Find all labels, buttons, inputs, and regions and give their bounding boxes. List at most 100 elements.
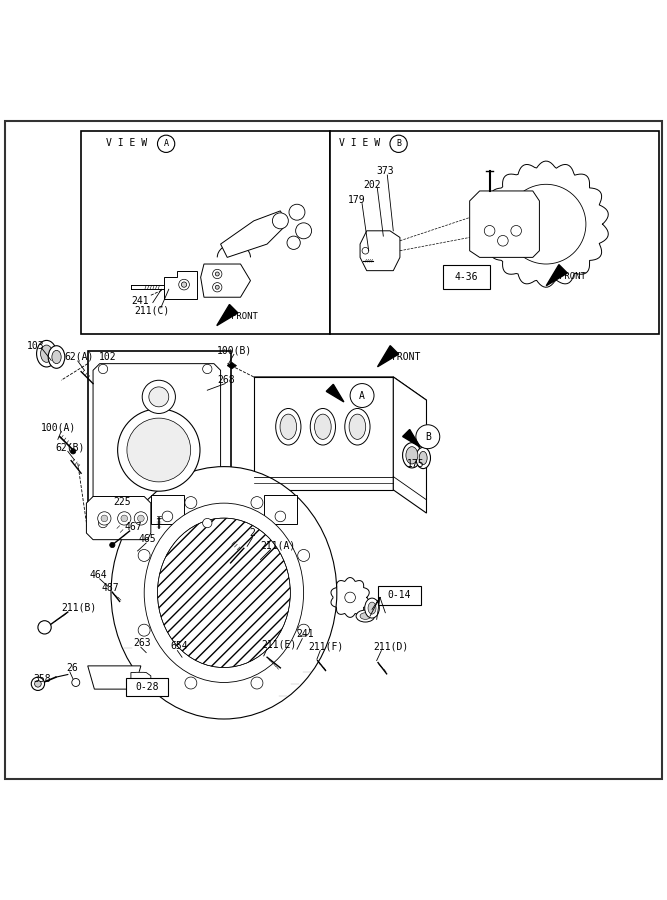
Polygon shape xyxy=(253,377,426,400)
Circle shape xyxy=(416,425,440,449)
Ellipse shape xyxy=(157,518,290,668)
Polygon shape xyxy=(88,666,141,689)
Circle shape xyxy=(109,543,115,547)
Text: 464: 464 xyxy=(89,570,107,580)
Text: FRONT: FRONT xyxy=(560,273,586,282)
Text: 654: 654 xyxy=(171,642,188,652)
Text: 211(C): 211(C) xyxy=(134,306,169,316)
Bar xyxy=(330,131,659,334)
Ellipse shape xyxy=(349,414,366,439)
Polygon shape xyxy=(326,384,344,402)
Circle shape xyxy=(98,364,107,373)
Polygon shape xyxy=(217,304,238,326)
Text: 467: 467 xyxy=(124,522,142,532)
Circle shape xyxy=(203,364,212,373)
Circle shape xyxy=(137,515,144,522)
Circle shape xyxy=(215,285,219,289)
Polygon shape xyxy=(87,497,151,540)
Ellipse shape xyxy=(280,414,297,439)
Circle shape xyxy=(117,409,200,491)
Ellipse shape xyxy=(37,340,57,367)
Polygon shape xyxy=(470,191,540,257)
Text: 268: 268 xyxy=(217,375,235,385)
Circle shape xyxy=(179,279,189,290)
Polygon shape xyxy=(394,377,426,513)
Polygon shape xyxy=(378,346,399,367)
Text: 211(B): 211(B) xyxy=(61,603,97,613)
Circle shape xyxy=(98,518,107,527)
Ellipse shape xyxy=(406,446,418,464)
Polygon shape xyxy=(227,363,237,369)
Text: 62(B): 62(B) xyxy=(56,442,85,452)
Circle shape xyxy=(272,213,288,229)
Text: 100(B): 100(B) xyxy=(217,345,253,355)
Circle shape xyxy=(127,418,191,482)
Bar xyxy=(151,494,184,525)
Circle shape xyxy=(138,550,150,562)
Circle shape xyxy=(185,677,197,689)
Ellipse shape xyxy=(403,443,421,468)
Circle shape xyxy=(350,383,374,408)
Circle shape xyxy=(295,223,311,238)
Circle shape xyxy=(203,518,212,527)
Circle shape xyxy=(484,226,495,236)
Text: 179: 179 xyxy=(348,195,366,205)
Circle shape xyxy=(157,135,175,152)
Text: 225: 225 xyxy=(113,497,131,507)
Text: FRONT: FRONT xyxy=(392,352,422,363)
FancyBboxPatch shape xyxy=(443,266,490,289)
Circle shape xyxy=(287,236,300,249)
Ellipse shape xyxy=(360,613,371,619)
Circle shape xyxy=(121,515,127,522)
Text: 102: 102 xyxy=(99,352,117,363)
Ellipse shape xyxy=(52,350,61,364)
Text: A: A xyxy=(163,140,169,148)
Text: 26: 26 xyxy=(67,662,78,672)
Text: 100(A): 100(A) xyxy=(41,422,77,432)
Ellipse shape xyxy=(315,414,331,439)
Polygon shape xyxy=(403,429,420,447)
Text: 0-28: 0-28 xyxy=(135,682,159,692)
Text: 373: 373 xyxy=(377,166,394,176)
FancyBboxPatch shape xyxy=(378,586,420,605)
Ellipse shape xyxy=(48,346,65,368)
Text: FRONT: FRONT xyxy=(231,312,257,321)
Text: A: A xyxy=(359,391,365,401)
Circle shape xyxy=(362,248,369,254)
Ellipse shape xyxy=(41,345,53,363)
Ellipse shape xyxy=(310,409,336,445)
Text: 211(D): 211(D) xyxy=(374,642,409,652)
Polygon shape xyxy=(546,265,568,286)
Text: 263: 263 xyxy=(133,638,151,648)
Text: 211(E): 211(E) xyxy=(261,639,297,649)
Circle shape xyxy=(251,677,263,689)
Circle shape xyxy=(506,184,586,264)
Circle shape xyxy=(31,677,45,690)
Circle shape xyxy=(101,515,107,522)
Bar xyxy=(81,131,330,334)
Text: 4-36: 4-36 xyxy=(455,273,478,283)
Ellipse shape xyxy=(419,451,427,464)
Circle shape xyxy=(134,512,147,525)
Circle shape xyxy=(142,381,175,413)
Ellipse shape xyxy=(356,610,375,622)
Ellipse shape xyxy=(345,409,370,445)
Text: 62(A): 62(A) xyxy=(65,352,94,362)
FancyBboxPatch shape xyxy=(125,678,168,697)
Text: 465: 465 xyxy=(139,534,157,544)
Bar xyxy=(263,494,297,525)
Ellipse shape xyxy=(365,598,380,618)
Text: V I E W: V I E W xyxy=(339,138,380,148)
Text: B: B xyxy=(425,432,431,442)
Circle shape xyxy=(215,272,219,276)
Polygon shape xyxy=(93,364,221,530)
Circle shape xyxy=(149,387,169,407)
Circle shape xyxy=(162,511,173,522)
Circle shape xyxy=(181,282,187,287)
Text: 241: 241 xyxy=(296,629,314,639)
Circle shape xyxy=(511,226,522,236)
Circle shape xyxy=(213,269,222,279)
Bar xyxy=(88,351,231,532)
Circle shape xyxy=(345,592,356,603)
Text: 0-14: 0-14 xyxy=(388,590,411,600)
